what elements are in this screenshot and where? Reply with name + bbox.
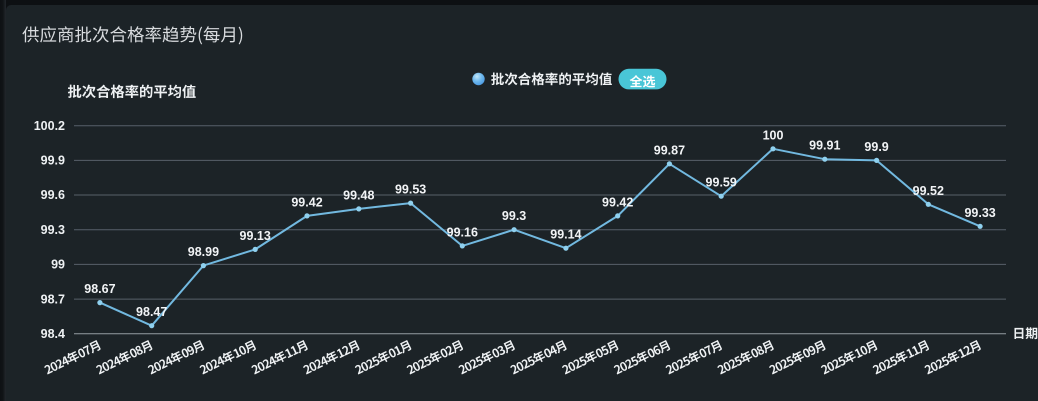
svg-text:99.53: 99.53 — [395, 183, 426, 197]
svg-text:99.52: 99.52 — [913, 184, 944, 198]
svg-text:100: 100 — [763, 128, 784, 142]
svg-text:99.16: 99.16 — [447, 225, 478, 239]
svg-text:98.67: 98.67 — [84, 282, 115, 296]
svg-text:98.7: 98.7 — [41, 292, 65, 306]
svg-text:98.47: 98.47 — [136, 305, 167, 319]
svg-text:99.3: 99.3 — [502, 209, 526, 223]
svg-text:99.87: 99.87 — [654, 143, 685, 157]
svg-text:98.99: 98.99 — [188, 245, 219, 259]
svg-text:99.48: 99.48 — [343, 188, 374, 202]
svg-text:99.9: 99.9 — [41, 154, 65, 168]
svg-text:99.13: 99.13 — [240, 229, 271, 243]
svg-text:99.9: 99.9 — [864, 140, 888, 154]
svg-text:99.3: 99.3 — [41, 223, 65, 237]
svg-text:99: 99 — [51, 258, 65, 272]
svg-text:99.42: 99.42 — [602, 195, 633, 209]
svg-text:100.2: 100.2 — [34, 119, 65, 133]
svg-text:99.42: 99.42 — [291, 195, 322, 209]
svg-text:99.6: 99.6 — [41, 188, 65, 202]
svg-text:99.59: 99.59 — [706, 176, 737, 190]
svg-text:98.4: 98.4 — [41, 327, 65, 341]
svg-text:99.91: 99.91 — [809, 139, 840, 153]
svg-text:99.33: 99.33 — [964, 206, 995, 220]
svg-text:99.14: 99.14 — [550, 228, 581, 242]
